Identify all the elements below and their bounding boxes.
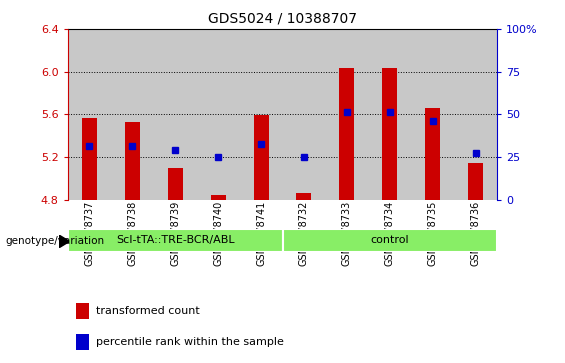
Bar [454, 29, 497, 200]
Text: genotype/variation: genotype/variation [6, 236, 105, 246]
Bar [211, 195, 225, 200]
Bar [282, 29, 325, 200]
Bar [125, 122, 140, 200]
Bar [297, 193, 311, 200]
Text: percentile rank within the sample: percentile rank within the sample [95, 337, 284, 347]
Bar [468, 163, 483, 200]
Bar [411, 29, 454, 200]
Text: control: control [371, 236, 409, 245]
Bar [154, 29, 197, 200]
Bar [325, 29, 368, 200]
Text: transformed count: transformed count [95, 306, 199, 317]
Bar [282, 229, 497, 252]
Bar [197, 29, 240, 200]
Bar [240, 29, 282, 200]
Title: GDS5024 / 10388707: GDS5024 / 10388707 [208, 11, 357, 25]
Bar [425, 108, 440, 200]
Bar [68, 229, 282, 252]
Bar [76, 303, 89, 319]
Bar [254, 115, 268, 200]
Bar [168, 168, 182, 200]
Bar [68, 29, 111, 200]
Bar [383, 69, 397, 200]
Bar [82, 118, 97, 200]
Polygon shape [59, 235, 69, 248]
Bar [340, 69, 354, 200]
Bar [368, 29, 411, 200]
Text: ScI-tTA::TRE-BCR/ABL: ScI-tTA::TRE-BCR/ABL [116, 236, 234, 245]
Bar [76, 334, 89, 350]
Bar [111, 29, 154, 200]
